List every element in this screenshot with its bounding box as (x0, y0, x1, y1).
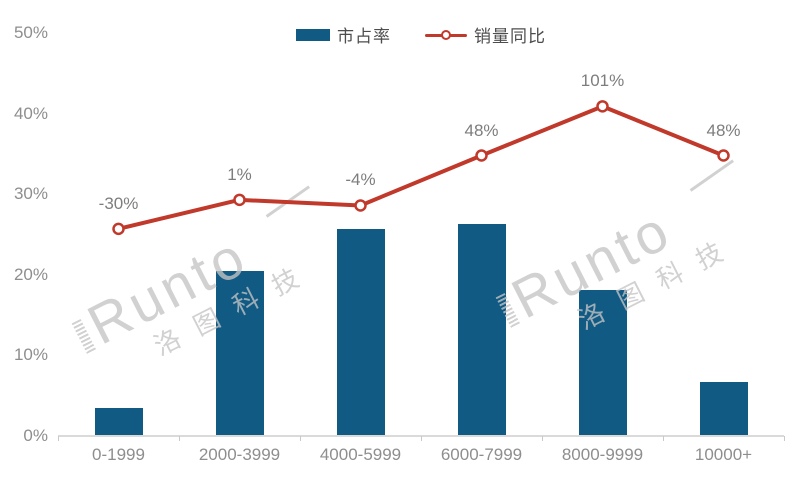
bar-4000-5999 (336, 229, 385, 435)
x-axis-tick (784, 436, 785, 441)
y-tick-label: 50% (13, 23, 48, 42)
bar-10000+ (699, 381, 748, 435)
x-axis-tick (542, 436, 543, 441)
x-axis-tick (421, 436, 422, 441)
x-tick-label-4000-5999: 4000-5999 (319, 445, 402, 464)
y-tick-label: 40% (13, 103, 48, 123)
y-tick-label: 20% (13, 264, 48, 284)
x-tick-label-0-1999: 0-1999 (92, 445, 145, 464)
yoy-marker-0-1999 (112, 222, 125, 236)
yoy-data-label-2000-3999: 1% (227, 164, 252, 184)
y-axis-labels: 0% 10% 20% 30% 40% 50% (0, 0, 52, 477)
x-axis-tick (58, 436, 59, 441)
y-tick-label: 10% (13, 345, 48, 365)
yoy-data-label-6000-7999: 48% (464, 120, 499, 140)
bar-8000-9999 (578, 289, 627, 435)
yoy-marker-10000+ (717, 149, 730, 162)
legend: 市占率 销量同比 (58, 22, 784, 47)
y-tick-label: 0% (23, 426, 48, 445)
yoy-data-label-10000+: 48% (706, 120, 741, 140)
y-tick-label: 30% (13, 184, 48, 204)
x-axis-tick (300, 436, 301, 441)
bar-series-swatch (296, 28, 330, 41)
legend-item-yoy: 销量同比 (425, 22, 546, 47)
yoy-marker-6000-7999 (475, 149, 488, 162)
yoy-line-layer (112, 100, 730, 236)
x-tick-label-8000-9999: 8000-9999 (561, 445, 644, 464)
bar-6000-7999 (457, 223, 506, 435)
legend-label-yoy: 销量同比 (474, 27, 546, 46)
yoy-marker-8000-9999 (596, 100, 609, 113)
x-tick-label-6000-7999: 6000-7999 (440, 445, 523, 464)
yoy-line (118, 104, 725, 231)
plot-area: -30% 1% -4% 48% 101% 48% (58, 33, 785, 441)
line-swatch-marker-icon (441, 29, 451, 40)
x-axis-labels: 0-1999 2000-3999 4000-5999 6000-7999 8000-99… (58, 445, 784, 469)
yoy-data-label-8000-9999: 101% (580, 71, 625, 91)
yoy-data-label-0-1999: -30% (98, 193, 139, 213)
legend-label-market-share: 市占率 (337, 27, 391, 46)
bar-0-1999 (94, 408, 143, 435)
legend-item-market-share: 市占率 (296, 22, 391, 47)
bar-2000-3999 (215, 270, 264, 435)
yoy-data-label-4000-5999: -4% (345, 170, 376, 190)
x-tick-label-2000-3999: 2000-3999 (198, 445, 281, 464)
x-axis-tick (179, 436, 180, 441)
yoy-marker-2000-3999 (233, 193, 246, 207)
line-series-swatch (425, 29, 467, 41)
yoy-marker-4000-5999 (354, 199, 367, 212)
x-axis-tick (663, 436, 664, 441)
x-tick-label-10000+: 10000+ (694, 445, 753, 464)
